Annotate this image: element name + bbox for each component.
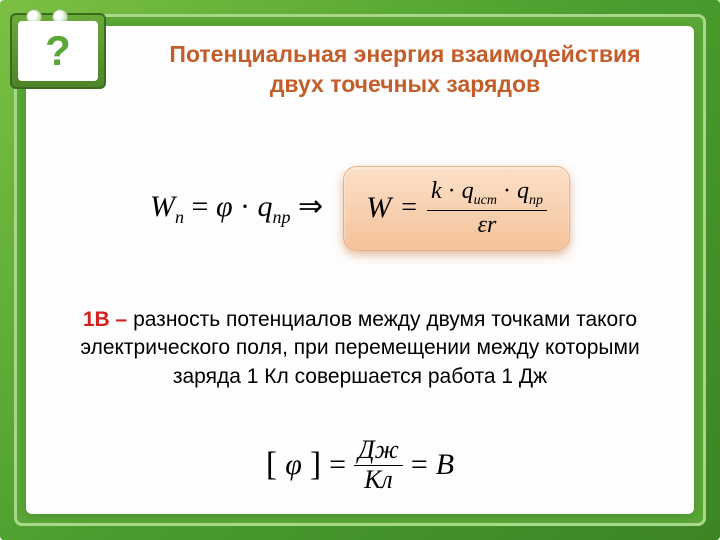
slide-title: Потенциальная энергия взаимодействия дву… (146, 40, 664, 100)
eq-sign: = (184, 190, 216, 223)
eq-sign4: = (411, 448, 428, 482)
var-phi2: φ (285, 448, 302, 482)
arrow-right-icon: ⇒ (291, 190, 324, 223)
var-q: q (258, 190, 273, 223)
question-badge: ? (4, 5, 112, 87)
formula-left: Wn = φ · qnp ⇒ (150, 189, 323, 228)
formula-units: [φ] = Дж Кл = В (266, 436, 454, 495)
var-k: k (431, 178, 442, 204)
var-eps: ε (478, 212, 487, 238)
var-W2: W (366, 191, 391, 225)
sub-np: np (273, 207, 291, 227)
formula-units-wrap: [φ] = Дж Кл = В (26, 436, 694, 495)
fraction: k · qист · qnp εr (427, 177, 547, 240)
var-q1: q (462, 178, 474, 204)
sub-n: n (175, 207, 184, 227)
formula-right: W = k · qист · qnp εr (366, 177, 547, 240)
sub-ist: ист (474, 193, 497, 208)
formula-highlight-box: W = k · qист · qnp εr (343, 166, 570, 251)
bracket-close: ] (310, 446, 321, 484)
eq-sign2: = (401, 192, 417, 224)
unit-coulomb: Кл (360, 466, 397, 495)
fraction-units: Дж Кл (354, 436, 403, 495)
eq-sign3: = (329, 448, 346, 482)
bracket-open: [ (266, 446, 277, 484)
slide-panel: Потенциальная энергия взаимодействия дву… (26, 26, 694, 514)
definition-prefix: 1В – (83, 308, 133, 331)
dot: · (233, 190, 258, 223)
definition-text: 1В – разность потенциалов между двумя то… (66, 306, 654, 391)
dot2: · (497, 178, 517, 204)
var-r: r (487, 212, 496, 238)
numerator: k · qист · qnp (427, 177, 547, 210)
definition-body: разность потенциалов между двумя точками… (80, 308, 639, 388)
var-q2: q (517, 178, 529, 204)
var-phi: φ (216, 190, 233, 223)
formula-row: Wn = φ · qnp ⇒ W = k · qист · qnp εr (26, 166, 694, 251)
var-W: W (150, 190, 175, 223)
question-mark-icon: ? (45, 27, 71, 75)
unit-joule: Дж (354, 436, 403, 465)
unit-volt: В (436, 448, 454, 482)
badge-screen: ? (18, 21, 98, 81)
denominator: εr (474, 211, 501, 240)
sub-np2: np (529, 193, 543, 208)
dot1: · (442, 178, 462, 204)
